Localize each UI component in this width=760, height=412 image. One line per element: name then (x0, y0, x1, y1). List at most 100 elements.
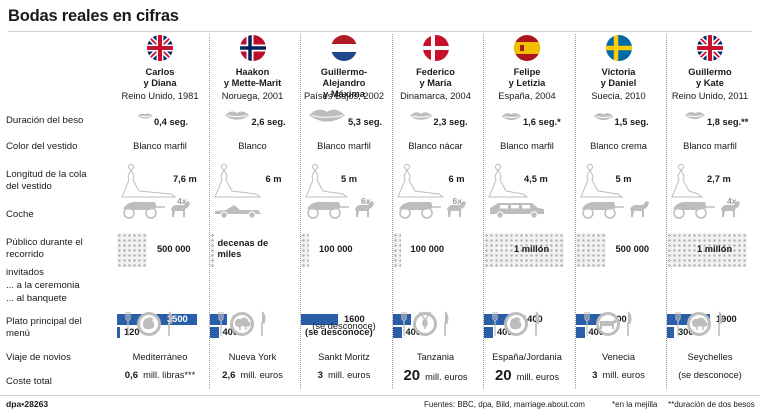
flag-norway-icon (240, 35, 266, 61)
sources-note: Fuentes: BBC, dpa, Bild, marriage.about.… (424, 400, 585, 409)
cost-value: 20 (495, 367, 512, 384)
convertible-icon (214, 202, 272, 219)
public-count: 1 millón (697, 244, 732, 255)
crowd-block (210, 233, 214, 267)
crowd-block (117, 233, 147, 267)
horse-count: 6x (453, 196, 463, 207)
kiss-duration: 1,6 seg.* (523, 117, 561, 128)
public-count: 100 000 (411, 244, 445, 255)
kiss-lips-icon (137, 112, 153, 120)
kiss-duration: 1,5 seg. (615, 117, 649, 128)
row-label-dress: Color del vestido (6, 141, 77, 153)
wedding-column-se2010: Victoria y Daniel Suecia, 2010 1,5 seg. Blan… (575, 34, 662, 389)
footnote-cheek: *en la mejilla (612, 400, 657, 409)
couple-name-line-1: Guillermo (667, 67, 753, 78)
dress-color: Blanco marfil (478, 141, 576, 152)
cost-unit: mill. euros (328, 370, 370, 380)
agency-credit: dpa•28263 (6, 399, 48, 409)
kiss-duration: 1,8 seg.** (707, 117, 748, 128)
dish-unknown: (se desconoce) (295, 321, 393, 332)
country-year: Reino Unido, 2011 (661, 91, 759, 102)
flag-uk-icon (147, 35, 173, 61)
flag-netherlands-icon (331, 35, 357, 61)
kiss-duration: 0,4 seg. (154, 117, 188, 128)
public-count: 100 000 (319, 244, 353, 255)
public-count: 500 000 (157, 244, 191, 255)
wedding-column-nl2002: Guillermo-Alejandro y Máxima Países Bajos,… (300, 34, 387, 389)
wedding-column-dk2004: Federico y María Dinamarca, 2004 2,3 seg. Bl… (392, 34, 479, 389)
total-cost: 3 mill. euros (570, 370, 668, 381)
train-length: 5 m (616, 174, 632, 185)
couple-name-line-2: y Letizia (484, 78, 570, 89)
footnote-two-kisses: **duración de dos besos (668, 400, 755, 409)
carriage-icon (395, 200, 443, 219)
country-year: Noruega, 2001 (204, 91, 302, 102)
kiss-lips-icon (308, 106, 346, 125)
dish-cow-icon (580, 311, 636, 337)
couple-name-line-1: Haakon (210, 67, 296, 78)
banquet-bar (117, 327, 120, 338)
public-count: 1 millón (514, 244, 549, 255)
carriage-icon (119, 200, 167, 219)
total-cost: 3 mill. euros (295, 370, 393, 381)
train-length: 4,5 m (524, 174, 548, 185)
flag-sweden-icon (606, 35, 632, 61)
dish-lamb-icon (671, 311, 727, 337)
train-length: 7,6 m (173, 174, 197, 185)
row-label-kiss: Duración del beso (6, 115, 83, 127)
bride-dress-icon (669, 163, 706, 199)
cost-unit: mill. euros (517, 372, 559, 382)
dish-chicken-icon (488, 311, 544, 337)
cost-value: 20 (403, 367, 420, 384)
crowd-block (301, 233, 309, 267)
total-cost: 20 mill. euros (387, 370, 485, 383)
kiss-duration: 2,6 seg. (252, 117, 286, 128)
cost-value: 3 (592, 370, 597, 381)
row-label-vehicle: Coche (6, 209, 34, 221)
honeymoon-destination: Seychelles (661, 352, 759, 363)
dress-color: Blanco crema (570, 141, 668, 152)
cost-value: 2,6 (222, 370, 235, 381)
horse-count: 4x (727, 196, 737, 207)
bride-dress-icon (395, 163, 447, 199)
public-count: 500 000 (616, 244, 650, 255)
couple-name-line-1: Felipe (484, 67, 570, 78)
country-year: Reino Unido, 1981 (111, 91, 209, 102)
train-length: 6 m (266, 174, 282, 185)
carriage-icon (578, 200, 626, 219)
horse-icon (628, 200, 650, 218)
row-label-banquet: ... al banquete (6, 293, 67, 305)
crowd-block (393, 233, 401, 267)
kiss-lips-icon (224, 109, 250, 122)
flag-uk-icon (697, 35, 723, 61)
wedding-column-uk2011: Guillermo y Kate Reino Unido, 2011 1,8 seg.… (666, 34, 753, 389)
couple-name: Felipe y Letizia (484, 67, 570, 89)
kiss-duration: 5,3 seg. (348, 117, 382, 128)
carriage-icon (669, 200, 717, 219)
honeymoon-destination: Sankt Moritz (295, 352, 393, 363)
row-label-train-1: Longitud de la cola (6, 169, 87, 181)
horse-count: 6x (361, 196, 371, 207)
couple-name-line-1: Federico (393, 67, 479, 78)
country-year: España, 2004 (478, 91, 576, 102)
country-year: Suecia, 2010 (570, 91, 668, 102)
dish-lamb-icon (214, 311, 270, 337)
crowd-block (576, 233, 606, 267)
couple-name: Guillermo y Kate (667, 67, 753, 89)
row-label-ceremony: ... a la ceremonia (6, 280, 80, 292)
title-divider (8, 31, 752, 32)
bride-dress-icon (119, 163, 179, 199)
footer-divider (0, 395, 760, 396)
train-length: 2,7 m (707, 174, 731, 185)
kiss-lips-icon (684, 110, 706, 121)
total-cost: 20 mill. euros (478, 370, 576, 383)
limousine-icon (488, 202, 546, 219)
row-label-train-2: del vestido (6, 181, 52, 193)
couple-name-line-2: y Daniel (576, 78, 662, 89)
honeymoon-destination: España/Jordania (478, 352, 576, 363)
total-cost: 2,6 mill. euros (204, 370, 302, 381)
row-label-dish-2: menú (6, 328, 30, 340)
couple-name-line-2: y Mette-Marit (210, 78, 296, 89)
row-label-cost: Coste total (6, 376, 52, 388)
kiss-lips-icon (593, 111, 614, 122)
